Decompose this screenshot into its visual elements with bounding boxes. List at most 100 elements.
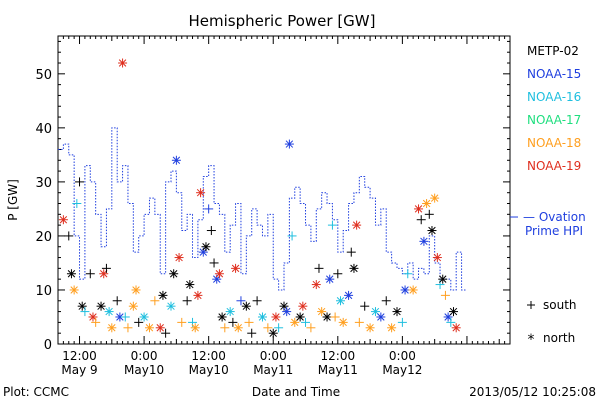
marker-stroke xyxy=(140,313,148,321)
marker-stroke xyxy=(409,286,417,294)
marker-stroke xyxy=(172,156,181,165)
data-point-noaa-18-south xyxy=(354,317,364,327)
data-point-metp-02-north xyxy=(268,328,278,338)
x-tick-label: 12:00 xyxy=(62,349,97,363)
x-tick-date-label: May11 xyxy=(318,363,358,377)
data-point-noaa-15-north xyxy=(376,312,386,322)
marker-stroke xyxy=(116,313,124,321)
legend-item-noaa-16: NOAA-16 xyxy=(527,90,581,104)
data-point-noaa-18-south xyxy=(177,317,187,327)
data-point-metp-02-south xyxy=(228,317,238,327)
marker-stroke xyxy=(175,253,183,262)
x-tick-date-label: May11 xyxy=(253,363,293,377)
x-axis-label: Date and Time xyxy=(252,385,340,399)
data-point-noaa-19-north xyxy=(155,323,165,333)
data-point-noaa-18-north xyxy=(387,323,397,333)
data-point-metp-02-south xyxy=(101,263,111,273)
marker-stroke xyxy=(186,280,194,289)
data-point-noaa-19-north xyxy=(414,204,424,214)
x-tick-label: 0:00 xyxy=(260,349,287,363)
legend-item-noaa-17: NOAA-17 xyxy=(527,113,581,127)
data-point-noaa-15-north xyxy=(284,139,294,149)
data-point-noaa-18-south xyxy=(330,312,340,322)
data-point-noaa-18-north xyxy=(128,301,138,311)
data-point-metp-02-north xyxy=(295,312,305,322)
data-point-noaa-18-north xyxy=(69,285,79,295)
data-point-noaa-18-north xyxy=(190,323,200,333)
data-point-noaa-19-north xyxy=(311,280,321,290)
marker-stroke xyxy=(344,291,353,300)
data-point-noaa-16-north xyxy=(257,312,267,322)
marker-stroke xyxy=(296,313,304,321)
data-point-noaa-16-south xyxy=(301,317,311,327)
marker-stroke xyxy=(272,313,280,321)
data-point-metp-02-south xyxy=(252,296,262,306)
x-tick-date-label: May 9 xyxy=(61,363,97,377)
y-tick-label: 0 xyxy=(44,338,52,353)
data-point-metp-02-north xyxy=(158,290,168,300)
data-point-metp-02-north xyxy=(217,312,227,322)
chart-title: Hemispheric Power [GW] xyxy=(189,12,376,30)
data-point-metp-02-south xyxy=(381,296,391,306)
marker-stroke xyxy=(323,313,331,321)
marker-stroke xyxy=(97,302,105,310)
star-marker-icon: * xyxy=(528,332,535,348)
y-tick-label: 40 xyxy=(35,122,52,137)
data-point-noaa-15-north xyxy=(400,285,410,295)
marker-stroke xyxy=(118,59,127,67)
plus-marker-label: south xyxy=(543,298,577,312)
x-tick-label: 0:00 xyxy=(131,349,158,363)
y-tick-label: 10 xyxy=(35,284,52,299)
data-point-noaa-18-north xyxy=(131,285,141,295)
data-point-metp-02-south xyxy=(161,328,171,338)
marker-stroke xyxy=(439,275,447,283)
y-axis-label: P [GW] xyxy=(6,179,20,221)
data-point-noaa-18-north xyxy=(365,323,375,333)
marker-stroke xyxy=(433,253,442,262)
marker-stroke xyxy=(231,264,240,273)
x-tick-date-label: May10 xyxy=(189,363,229,377)
marker-stroke xyxy=(132,286,140,294)
y-tick-label: 30 xyxy=(35,176,52,191)
marker-stroke xyxy=(242,302,251,310)
data-point-noaa-19-north xyxy=(298,301,308,311)
marker-stroke xyxy=(129,302,138,310)
data-point-noaa-16-south xyxy=(120,312,130,322)
marker-stroke xyxy=(285,140,294,148)
legend-item-noaa-15: NOAA-15 xyxy=(527,67,581,81)
data-point-noaa-18-north xyxy=(107,323,117,333)
marker-stroke xyxy=(414,205,423,213)
marker-stroke xyxy=(299,302,307,310)
marker-stroke xyxy=(89,313,97,321)
data-point-metp-02-north xyxy=(201,242,211,252)
data-point-metp-02-south xyxy=(134,317,144,327)
x-tick-date-label: May10 xyxy=(124,363,164,377)
marker-stroke xyxy=(452,324,460,332)
marker-stroke xyxy=(215,270,224,278)
data-point-noaa-19-north xyxy=(214,269,224,279)
data-point-noaa-18-south xyxy=(244,317,254,327)
x-tick-date-label: May12 xyxy=(382,363,422,377)
marker-stroke xyxy=(191,324,199,332)
marker-stroke xyxy=(258,313,267,321)
data-point-metp-02-south xyxy=(112,296,122,306)
marker-stroke xyxy=(234,324,242,332)
data-point-metp-02-north xyxy=(438,274,448,284)
data-point-noaa-16-south xyxy=(446,317,456,327)
marker-stroke xyxy=(202,243,210,251)
marker-stroke xyxy=(366,324,374,332)
marker-stroke xyxy=(280,302,288,310)
data-point-metp-02-south xyxy=(85,269,95,279)
data-point-noaa-16-north xyxy=(139,312,149,322)
data-point-noaa-18-south xyxy=(123,323,133,333)
data-point-noaa-18-south xyxy=(263,323,273,333)
data-points xyxy=(58,58,461,338)
data-point-noaa-19-north xyxy=(231,263,241,273)
data-point-noaa-16-south xyxy=(403,269,413,279)
data-point-metp-02-south xyxy=(247,328,257,338)
marker-stroke xyxy=(352,221,361,229)
x-tick-label: 0:00 xyxy=(389,349,416,363)
data-point-noaa-16-south xyxy=(274,323,284,333)
plot-frame xyxy=(57,35,511,345)
